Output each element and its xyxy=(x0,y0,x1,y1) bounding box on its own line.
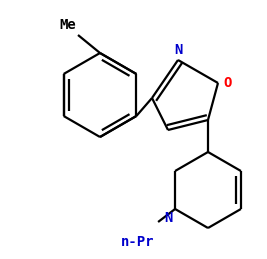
Text: N: N xyxy=(165,211,173,225)
Text: Me: Me xyxy=(59,18,76,32)
Text: N: N xyxy=(174,43,182,57)
Text: n-Pr: n-Pr xyxy=(121,235,155,249)
Text: O: O xyxy=(224,76,232,90)
